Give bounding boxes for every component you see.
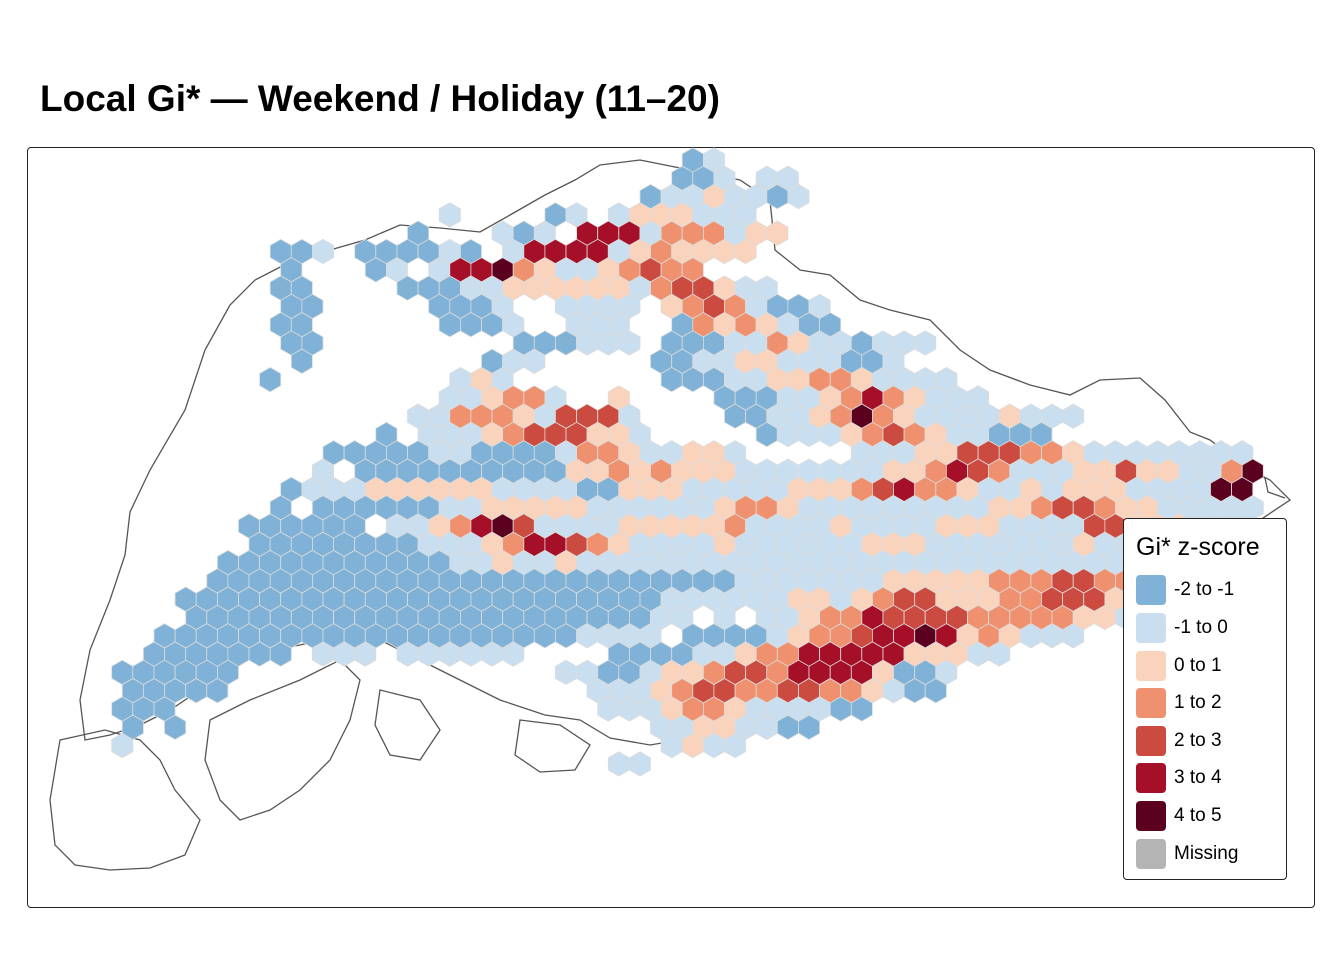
legend-label: 1 to 2 bbox=[1174, 692, 1222, 713]
legend-swatch bbox=[1136, 726, 1166, 756]
hex-cell bbox=[914, 330, 937, 356]
hex-cell bbox=[311, 238, 335, 265]
reclaimed-land-south bbox=[204, 659, 361, 821]
legend-swatch bbox=[1136, 688, 1166, 718]
legend-swatch bbox=[1136, 763, 1166, 793]
map-title: Local Gi* — Weekend / Holiday (11–20) bbox=[40, 78, 720, 119]
legend-swatch bbox=[1136, 613, 1166, 643]
hex-cell bbox=[164, 714, 187, 740]
hex-cell bbox=[734, 238, 757, 265]
hex-cell bbox=[787, 183, 810, 210]
hex-cell bbox=[766, 220, 789, 246]
legend-label: -1 to 0 bbox=[1174, 617, 1228, 638]
legend-label: Missing bbox=[1174, 843, 1239, 864]
legend-label: 4 to 5 bbox=[1174, 805, 1222, 826]
hex-cell bbox=[724, 732, 746, 759]
hex-cell bbox=[988, 641, 1011, 667]
legend: Gi* z-score -2 to -1 -1 to 0 0 to 1 1 to… bbox=[1123, 518, 1287, 880]
hex-cell bbox=[354, 641, 377, 667]
hex-cell bbox=[629, 751, 651, 777]
legend-item: 0 to 1 bbox=[1136, 651, 1222, 681]
hex-cell bbox=[259, 366, 282, 393]
legend-item: 4 to 5 bbox=[1136, 801, 1222, 831]
legend-item: -1 to 0 bbox=[1136, 613, 1228, 643]
legend-item: 2 to 3 bbox=[1136, 726, 1222, 756]
legend-label: -2 to -1 bbox=[1174, 579, 1235, 600]
legend-title: Gi* z-score bbox=[1136, 533, 1260, 561]
legend-swatch bbox=[1136, 801, 1166, 831]
hex-cell bbox=[269, 641, 292, 667]
hex-cell bbox=[798, 714, 820, 740]
hex-cell bbox=[1062, 403, 1085, 429]
hex-cell bbox=[1062, 623, 1085, 649]
legend-label: 3 to 4 bbox=[1174, 767, 1222, 788]
hex-cell bbox=[523, 348, 546, 374]
hex-cell bbox=[290, 348, 313, 374]
island-south bbox=[374, 689, 441, 761]
hex-cell bbox=[924, 678, 947, 704]
legend-item: -2 to -1 bbox=[1136, 575, 1234, 605]
legend-swatch bbox=[1136, 651, 1166, 681]
legend-label: 0 to 1 bbox=[1174, 655, 1222, 676]
hex-grid bbox=[111, 147, 1264, 777]
legend-swatch bbox=[1136, 839, 1166, 869]
legend-label: 2 to 3 bbox=[1174, 730, 1222, 751]
legend-item: 3 to 4 bbox=[1136, 763, 1222, 793]
reclaimed-land-west bbox=[49, 729, 201, 871]
hex-cell bbox=[618, 330, 641, 356]
hex-cell bbox=[502, 641, 525, 667]
hex-cell bbox=[438, 202, 461, 228]
hex-cell bbox=[206, 678, 229, 704]
hex-cell bbox=[850, 696, 873, 722]
legend-item: 1 to 2 bbox=[1136, 688, 1222, 718]
hex-cell bbox=[607, 751, 630, 777]
island-sentosa bbox=[514, 719, 591, 773]
legend-swatch bbox=[1136, 575, 1166, 605]
hex-cell bbox=[555, 659, 577, 686]
legend-item: Missing bbox=[1136, 839, 1238, 869]
hex-cell bbox=[111, 732, 134, 759]
